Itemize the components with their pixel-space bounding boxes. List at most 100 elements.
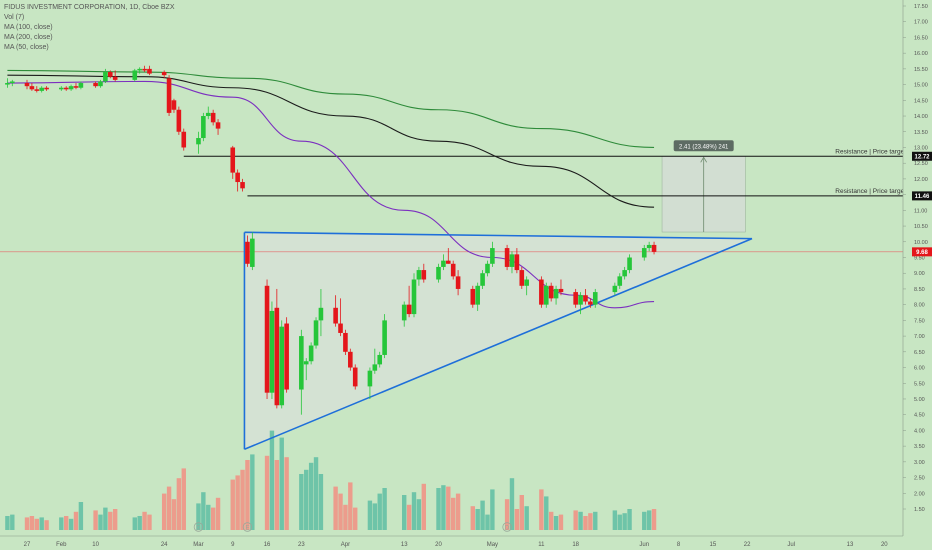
candle-body	[475, 285, 480, 305]
candle-body	[112, 76, 118, 80]
x-axis-tick-label: 16	[264, 542, 271, 548]
candle-body	[210, 112, 216, 123]
volume-bar	[627, 509, 632, 530]
x-axis-tick-label: 23	[298, 542, 305, 548]
volume-bar	[308, 462, 314, 530]
candle-body	[68, 86, 74, 90]
x-axis-tick-label: 27	[24, 542, 31, 548]
volume-bar	[514, 509, 520, 530]
x-axis-tick-label: 11	[538, 542, 545, 548]
candle-body	[519, 270, 525, 286]
volume-bar	[108, 511, 113, 530]
volume-bar	[240, 469, 245, 530]
y-axis-tick-label: 2.00	[914, 491, 925, 497]
volume-bar	[161, 493, 167, 530]
candle-body	[352, 367, 358, 387]
x-axis-tick-label: 15	[709, 542, 716, 548]
volume-bar	[548, 511, 554, 530]
candle-body	[411, 279, 417, 315]
candle-body	[543, 285, 549, 305]
legend-ma200[interactable]: MA (200, close)	[4, 34, 53, 41]
y-axis-tick-label: 13.50	[914, 130, 928, 136]
candle-body	[509, 254, 515, 267]
y-axis-tick-label: 5.50	[914, 381, 925, 387]
candle-body	[39, 87, 44, 91]
volume-bar	[612, 510, 618, 530]
volume-bar	[519, 495, 524, 530]
volume-bar	[622, 513, 627, 530]
volume-bar	[382, 488, 387, 530]
price-badge	[912, 191, 932, 201]
volume-bar	[230, 479, 235, 530]
volume-bar	[304, 469, 309, 530]
legend-vol[interactable]: Vol (7)	[4, 14, 25, 21]
candle-body	[250, 238, 255, 267]
y-axis-panel	[903, 0, 932, 550]
volume-bar	[578, 511, 583, 530]
y-axis-tick-label: 10.00	[914, 240, 928, 246]
event-marker	[502, 522, 512, 532]
candle-body	[171, 100, 177, 110]
candle-body	[201, 116, 206, 139]
candle-body	[142, 68, 147, 71]
candle-body	[279, 326, 285, 406]
x-axis-tick-label: 8	[677, 542, 681, 548]
x-axis-tick-label: 9	[231, 542, 235, 548]
legend-ma100[interactable]: MA (100, close)	[4, 24, 53, 31]
candle-body	[63, 87, 69, 90]
volume-bar	[588, 513, 593, 530]
candle-body	[176, 109, 182, 132]
price-badge	[912, 151, 932, 161]
candle-body	[137, 68, 142, 71]
candle-body	[343, 332, 348, 352]
price-badge-label: 12.72	[914, 154, 930, 160]
y-axis-tick-label: 4.00	[914, 428, 925, 434]
event-marker-label: D	[505, 526, 510, 532]
triangle-pattern-fill	[244, 232, 753, 450]
candle-body	[401, 304, 407, 321]
y-axis-tick-label: 6.00	[914, 366, 925, 372]
y-axis-tick-label: 14.00	[914, 114, 928, 120]
candle-body	[622, 270, 627, 277]
y-axis-tick-label: 5.00	[914, 397, 925, 403]
x-axis-tick-label: Mar	[193, 542, 203, 548]
legend-ma50[interactable]: MA (50, close)	[4, 44, 49, 51]
y-axis-tick-label: 10.50	[914, 224, 928, 230]
y-axis-tick-label: 1.50	[914, 507, 925, 513]
candle-body	[641, 248, 647, 258]
volume-bar	[333, 486, 338, 530]
candle-body	[205, 112, 211, 117]
volume-bar	[504, 499, 510, 530]
y-axis-tick-label: 3.00	[914, 460, 925, 466]
volume-bar	[475, 509, 480, 530]
measure-arrow-head	[700, 156, 708, 163]
x-axis-tick-label: May	[487, 542, 498, 548]
candle-body	[617, 276, 623, 286]
candle-body	[103, 72, 108, 82]
volume-bar	[142, 511, 147, 530]
event-marker-label: D	[196, 526, 201, 532]
volume-bar	[573, 510, 578, 530]
candle-body	[441, 260, 446, 267]
volume-bar	[421, 483, 427, 530]
candle-body	[480, 273, 485, 286]
volume-bar	[137, 516, 142, 530]
resistance_2-label: Resistance | Price target	[835, 188, 906, 195]
y-axis-tick-label: 11.00	[914, 208, 927, 214]
candle-body	[592, 292, 598, 305]
volume-bar	[245, 460, 250, 530]
volume-bar	[5, 516, 10, 530]
candle-body	[308, 345, 314, 362]
candle-body	[58, 87, 64, 90]
volume-bar	[201, 492, 206, 530]
volume-bar	[215, 497, 221, 530]
y-axis-tick-label: 13.00	[914, 145, 928, 151]
volume-bar	[411, 492, 417, 530]
x-axis-tick-label: 18	[572, 542, 579, 548]
legend-title[interactable]: FIDUS INVESTMENT CORPORATION, 1D, Cboe B…	[4, 4, 175, 11]
x-axis-tick-label: 13	[847, 542, 854, 548]
candle-body	[588, 301, 593, 305]
candle-body	[558, 288, 564, 293]
x-axis-tick-label: Apr	[341, 542, 350, 548]
